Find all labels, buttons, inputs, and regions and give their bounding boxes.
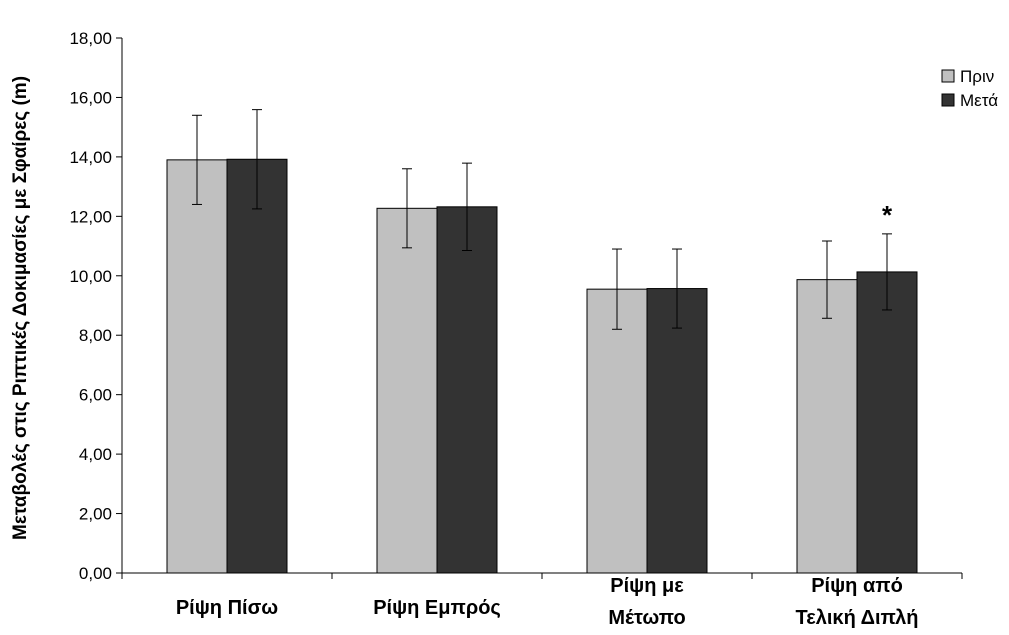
- y-tick-label: 2,00: [79, 505, 112, 524]
- legend-label: Μετά: [960, 91, 998, 110]
- y-tick-label: 4,00: [79, 445, 112, 464]
- y-tick-label: 0,00: [79, 564, 112, 583]
- legend-swatch: [941, 93, 955, 107]
- bar-after: [226, 158, 288, 574]
- y-tick-label: 10,00: [69, 267, 112, 286]
- error-bars: [192, 109, 892, 330]
- x-category-label: Ρίψη με Μέτωπο: [608, 575, 685, 629]
- x-category-label: Ρίψη από Τελική Διπλή: [796, 575, 919, 629]
- bar-before: [796, 279, 858, 574]
- annotations: *: [882, 200, 893, 230]
- y-tick-label: 18,00: [69, 29, 112, 48]
- y-axis: 0,00 2,00 4,00 6,00 8,00 10,00 12,00 14,00 16,00…: [69, 29, 123, 583]
- bar-after: [436, 206, 498, 574]
- y-tick-label: 12,00: [69, 207, 112, 226]
- y-tick-label: 6,00: [79, 386, 112, 405]
- x-category-label: Ρίψη Εμπρός: [373, 597, 501, 619]
- y-tick-label: 14,00: [69, 148, 112, 167]
- legend-label: Πριν: [960, 67, 994, 86]
- bar-after: [856, 271, 918, 574]
- x-axis: Ρίψη Πίσω Ρίψη Εμπρός Ρίψη με Μέτωπο Ρίψη απ…: [121, 572, 963, 629]
- legend-swatch: [941, 69, 955, 83]
- bar-before: [166, 159, 228, 574]
- bar-before: [586, 288, 648, 574]
- bars: [166, 158, 918, 574]
- bar-after: [646, 288, 708, 574]
- y-tick-label: 16,00: [69, 88, 112, 107]
- legend: Πριν Μετά: [941, 67, 998, 110]
- significance-marker: *: [882, 200, 893, 230]
- y-axis-label: Μεταβολές στις Ριπτικές Δοκιμασίες με Σφ…: [10, 76, 31, 540]
- x-category-label: Ρίψη Πίσω: [176, 597, 278, 619]
- bar-before: [376, 207, 438, 574]
- y-tick-label: 8,00: [79, 326, 112, 345]
